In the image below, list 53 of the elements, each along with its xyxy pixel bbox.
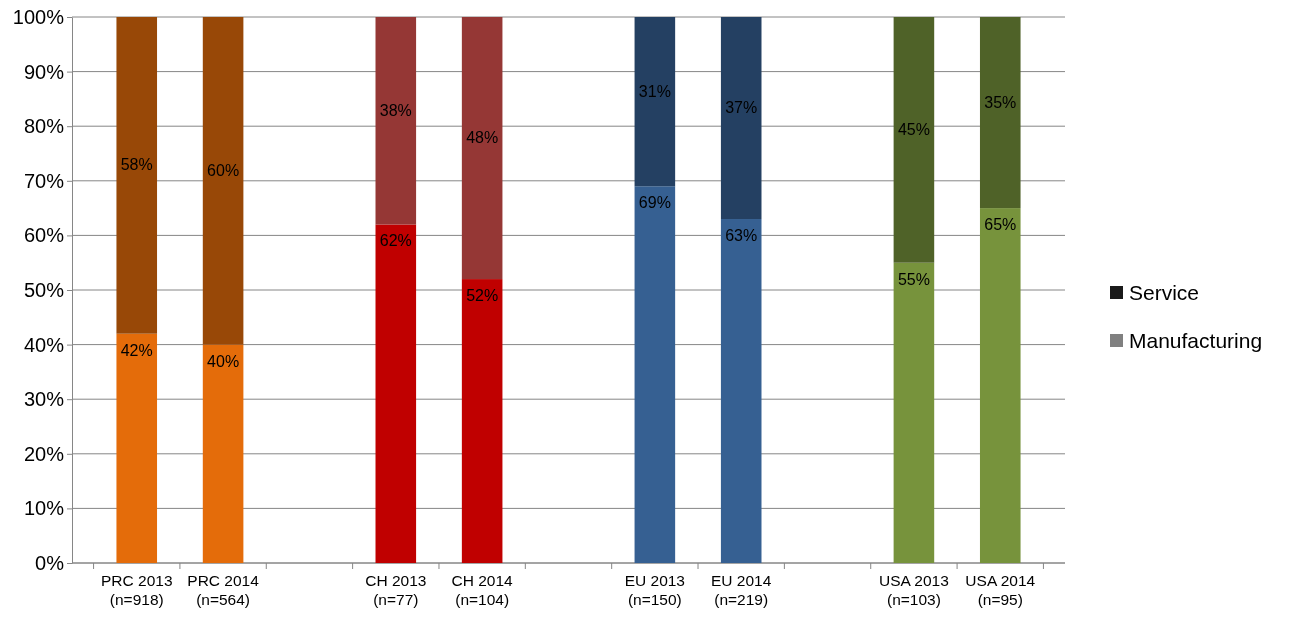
bar <box>979 208 1021 563</box>
y-tick-label: 90% <box>23 60 65 83</box>
bar <box>375 17 417 225</box>
y-tick-label: 20% <box>23 442 65 465</box>
y-tick-label: 40% <box>23 333 65 356</box>
bar <box>720 17 762 220</box>
bar <box>979 17 1021 209</box>
y-tick-label: 60% <box>23 224 65 247</box>
data-label: 69% <box>638 194 671 212</box>
data-label: 62% <box>379 232 412 250</box>
y-tick-label: 70% <box>23 169 65 192</box>
bar <box>893 17 935 263</box>
bar <box>375 224 417 563</box>
y-tick-label: 30% <box>23 388 65 411</box>
data-label: 37% <box>725 99 758 117</box>
bar <box>634 186 676 563</box>
x-tick-label: EU 2013 (n=150) <box>624 572 686 608</box>
x-tick-label: CH 2013 (n=77) <box>365 572 427 608</box>
text: Service <box>1129 281 1200 304</box>
x-tick-label: EU 2014 (n=219) <box>711 572 772 608</box>
data-label: 60% <box>207 161 240 179</box>
data-label: 31% <box>638 82 671 100</box>
data-label: 35% <box>984 93 1017 111</box>
data-label: 58% <box>120 156 153 174</box>
x-tick-label: USA 2013 (n=103) <box>879 572 949 608</box>
data-label: 55% <box>897 270 930 288</box>
data-label: 38% <box>379 101 412 119</box>
y-tick-label: 80% <box>23 115 65 138</box>
y-tick-label: 50% <box>23 278 65 301</box>
data-label: 42% <box>120 341 153 359</box>
y-tick-label: 100% <box>12 5 65 28</box>
data-label: 48% <box>466 129 499 147</box>
data-label: 40% <box>207 352 240 370</box>
data-label: 45% <box>897 120 930 138</box>
bar <box>461 279 503 563</box>
bar <box>634 17 676 187</box>
bar <box>116 333 158 563</box>
data-label: 63% <box>725 227 758 245</box>
x-tick-label: PRC 2014 (n=564) <box>187 572 260 608</box>
x-tick-label: PRC 2013 (n=918) <box>100 572 173 608</box>
x-tick-label: CH 2014 (n=104) <box>451 572 514 608</box>
y-tick-label: 10% <box>23 497 65 520</box>
x-tick-label: USA 2014 (n=95) <box>965 572 1036 608</box>
bar <box>202 17 244 345</box>
data-label: 65% <box>984 216 1017 234</box>
y-tick-label: 0% <box>35 551 65 574</box>
bar <box>893 262 935 563</box>
data-label: 52% <box>466 287 499 305</box>
bar <box>720 219 762 563</box>
bar <box>202 344 244 563</box>
bar <box>116 17 158 334</box>
bar <box>461 17 503 280</box>
text: Manufacturing <box>1129 329 1263 352</box>
